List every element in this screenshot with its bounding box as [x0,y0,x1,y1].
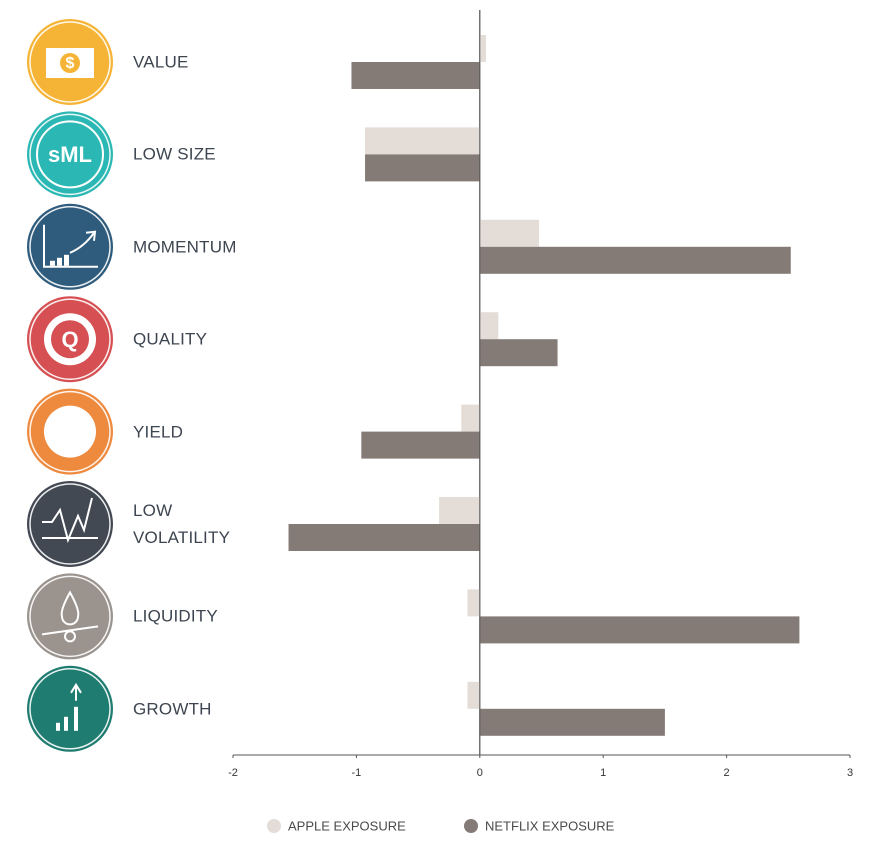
icon-circle [27,111,113,198]
category-label: LIQUIDITY [133,606,218,626]
icon-ring [29,113,111,196]
icon [27,203,113,290]
icon-circle [27,203,113,290]
bar [479,35,486,62]
x-tick-label: -1 [352,767,362,779]
icon-shape [64,630,76,643]
bar [479,616,800,644]
icon-ring [29,668,111,750]
icon-ring [29,21,111,103]
icon-shape [64,254,69,266]
icon: % [27,388,113,475]
category-label: MOMENTUM [133,237,237,257]
bar [479,312,499,340]
bar [365,127,480,155]
bar [467,681,480,709]
category-label: YIELD [133,422,184,442]
icon-shape [51,320,89,359]
icon [27,481,113,567]
category-label: LOW VOLATILITY [133,501,231,547]
icon-shape [36,120,104,189]
icon-label: Q [61,327,78,352]
x-tick-label: 1 [600,767,606,779]
icon-shape [56,722,60,731]
bar [361,431,480,459]
icon [27,665,113,752]
x-tick-label: 2 [724,767,730,779]
bar [351,62,480,89]
category-label: VALUE [133,52,189,72]
icon-shape [44,405,96,458]
bar [467,589,480,617]
icon-ring [29,575,111,658]
bar [479,219,540,247]
bar [479,246,791,274]
icon-shape [57,257,62,266]
icon-shape [69,230,97,254]
icon-shape [70,682,82,701]
x-tick-label: -2 [228,767,238,779]
x-tick-label: 0 [477,767,483,779]
icon-shape [60,590,80,626]
icon: sML [27,111,113,198]
icon-circle [27,481,113,567]
legend-label: NETFLIX EXPOSURE [485,818,615,833]
icon-circle [27,573,113,660]
legend-label: APPLE EXPOSURE [288,818,406,833]
icon-ring [29,298,111,380]
icon-shape [74,706,78,731]
icon-ring [29,390,111,473]
icon: $ [27,19,113,105]
legend-swatch [464,819,478,833]
category-label: QUALITY [133,329,208,349]
icon-shape [43,224,98,268]
icon-shape [42,497,93,544]
icon-shape [64,716,68,731]
legend-swatch [267,819,281,833]
icon-shape [60,53,80,73]
icon: Q [27,296,113,383]
icon-shape [50,260,55,266]
bar [479,708,665,736]
icon [27,573,113,660]
icon-ring [29,206,111,288]
category-label: GROWTH [133,699,212,719]
bar [439,497,480,524]
bar [365,154,480,182]
bar [479,339,558,367]
bar [461,404,480,432]
icon-label: % [55,413,85,451]
x-tick-label: 3 [847,767,853,779]
icon-circle [27,665,113,752]
icon-label: sML [48,142,92,167]
category-label: LOW SIZE [133,144,216,164]
icon-label: $ [66,55,75,72]
icon-ring [29,483,111,565]
bar [288,524,480,551]
